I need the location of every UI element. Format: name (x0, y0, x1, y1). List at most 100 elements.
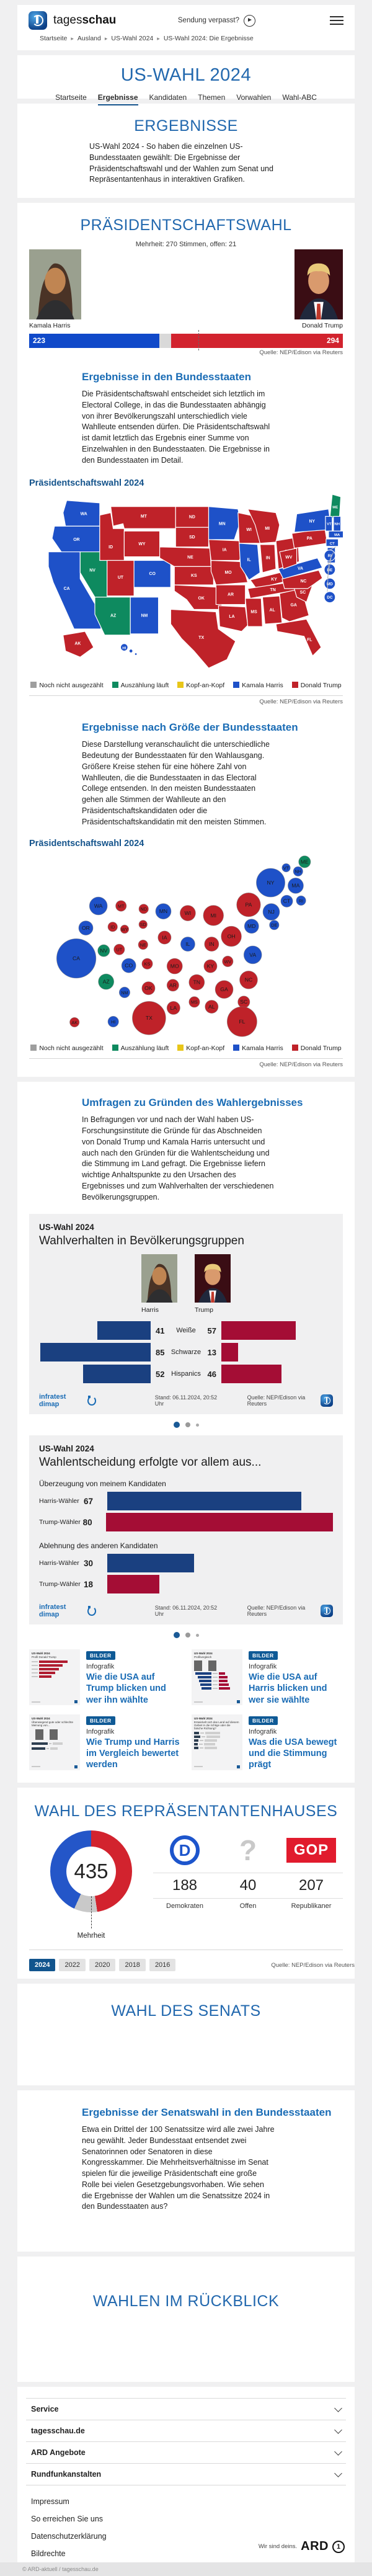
bubble-MD[interactable] (244, 919, 259, 934)
footer-accordion-service[interactable]: Service (26, 2398, 346, 2420)
state-IL[interactable] (239, 543, 261, 581)
bubble-NY[interactable] (256, 868, 285, 898)
bubble-SD[interactable] (138, 920, 148, 929)
bubble-IL[interactable] (180, 937, 195, 952)
state-dot[interactable] (128, 649, 133, 654)
footer-accordion-rundfunkanstalten[interactable]: Rundfunkanstalten (26, 2463, 346, 2485)
menu-icon[interactable] (330, 16, 343, 25)
tab-themen[interactable]: Themen (198, 93, 226, 102)
play-icon[interactable] (244, 14, 255, 27)
tab-ergebnisse[interactable]: Ergebnisse (97, 93, 138, 105)
bubble-AK[interactable] (69, 1017, 80, 1028)
bubble-MN[interactable] (155, 903, 172, 920)
year-2018[interactable]: 2018 (119, 1959, 146, 1971)
bubble-IA[interactable] (157, 930, 172, 945)
bubble-TX[interactable] (132, 1001, 166, 1035)
breadcrumb-item[interactable]: Ausland (77, 35, 101, 42)
state-WV[interactable] (279, 548, 298, 570)
teaser-card[interactable]: US-Wahl 2024 Überwiegend gute oder schlec… (29, 1714, 180, 1770)
bubble-VT[interactable] (281, 863, 291, 873)
bubble-OK[interactable] (141, 981, 156, 996)
bubble-ND[interactable] (138, 904, 149, 914)
state-NM[interactable] (130, 597, 159, 635)
bubble-DE[interactable] (269, 920, 280, 930)
bubble-KS[interactable] (141, 958, 153, 970)
tab-vorwahlen[interactable]: Vorwahlen (236, 93, 272, 102)
dot-active[interactable] (173, 1422, 180, 1428)
bubble-FL[interactable] (226, 1006, 257, 1037)
bubble-VA[interactable] (243, 945, 262, 965)
bubble-KY[interactable] (203, 959, 218, 973)
bubble-MI[interactable] (203, 905, 224, 926)
state-IN[interactable] (259, 544, 277, 574)
bubble-NV[interactable] (97, 944, 110, 957)
teaser-title[interactable]: Was die USA bewegt und die Stimmung präg… (249, 1737, 337, 1770)
bubble-PA[interactable] (236, 893, 261, 917)
bubble-OR[interactable] (78, 920, 94, 936)
breadcrumb-item[interactable]: US-Wahl 2024 (111, 35, 154, 42)
state-WY[interactable] (123, 530, 161, 558)
state-callout-RI[interactable] (324, 550, 336, 562)
state-callout-MD[interactable] (324, 577, 336, 590)
state-TX[interactable] (170, 609, 236, 669)
tagesschau-logo-icon[interactable] (29, 11, 47, 30)
teaser-card[interactable]: US-Wahl 2024 Profilvergleich BILDER Infogra… (192, 1649, 343, 1706)
year-2020[interactable]: 2020 (89, 1959, 116, 1971)
us-states-map[interactable]: WA OR CA NV ID MT WY UT CO AZ NM ND SD NE KS OK TX MN IA MO… (29, 492, 343, 675)
bubble-CA[interactable] (56, 938, 97, 979)
teaser-card[interactable]: US-Wahl 2024 Entwickelt sich das Land auf… (192, 1714, 343, 1770)
bubble-AZ[interactable] (98, 974, 115, 990)
state-callout-DC[interactable] (324, 591, 336, 604)
bubble-IN[interactable] (204, 937, 219, 952)
state-AK[interactable] (63, 631, 94, 658)
bubble-NH[interactable] (293, 866, 303, 877)
teaser-title[interactable]: Wie die USA auf Harris blicken und wer s… (249, 1672, 327, 1705)
bubble-MA[interactable] (288, 878, 304, 894)
footer-link[interactable]: Impressum (31, 2497, 69, 2506)
footer-accordion-tagesschaude[interactable]: tagesschau.de (26, 2420, 346, 2441)
teaser-title[interactable]: Wie die USA auf Trump blicken und wer ih… (86, 1672, 166, 1705)
bubble-UT[interactable] (113, 943, 125, 956)
bubble-ID[interactable] (107, 922, 118, 932)
dot[interactable] (185, 1422, 190, 1428)
carousel-dots[interactable] (17, 1624, 355, 1646)
bubble-AR[interactable] (166, 979, 179, 992)
brand-name[interactable]: tagesschau (53, 14, 117, 27)
bubble-AL[interactable] (205, 1000, 219, 1014)
tab-kandidaten[interactable]: Kandidaten (149, 93, 187, 102)
bubble-CO[interactable] (121, 958, 136, 973)
state-VA[interactable] (278, 558, 323, 580)
footer-accordion-ardangebote[interactable]: ARD Angebote (26, 2441, 346, 2463)
state-LA[interactable] (218, 605, 249, 632)
bubble-NM[interactable] (118, 987, 130, 999)
bubble-HI[interactable] (107, 1016, 119, 1028)
electoral-bar[interactable]: 223 294 (29, 334, 343, 348)
bubble-CT[interactable] (280, 895, 293, 908)
bubble-LA[interactable] (166, 1001, 180, 1015)
bubble-WA[interactable] (89, 896, 108, 916)
state-MO[interactable] (210, 560, 249, 586)
dot[interactable] (195, 1633, 199, 1637)
bubble-WI[interactable] (180, 905, 196, 922)
state-MA[interactable] (328, 530, 343, 538)
tab-wahl-abc[interactable]: Wahl-ABC (282, 93, 317, 102)
bubble-TN[interactable] (188, 974, 205, 991)
state-CO[interactable] (133, 560, 171, 588)
bubble-MS[interactable] (188, 996, 200, 1008)
teaser-card[interactable]: US-Wahl 2024 Profil Donald Trump BILDER Inf… (29, 1649, 180, 1706)
breadcrumb-item[interactable]: US-Wahl 2024: Die Ergebnisse (163, 35, 254, 42)
carousel-dots[interactable] (17, 1414, 355, 1435)
bubble-WY[interactable] (120, 925, 130, 934)
breadcrumb-item[interactable]: Startseite (40, 35, 68, 42)
sendung-verpasst-link[interactable]: Sendung verpasst? (178, 14, 255, 27)
bubble-RI[interactable] (296, 896, 306, 906)
year-2016[interactable]: 2016 (149, 1959, 176, 1971)
state-dot[interactable] (134, 653, 138, 656)
teaser-title[interactable]: Wie Trump und Harris im Vergleich bewert… (86, 1737, 180, 1770)
state-NC[interactable] (281, 569, 323, 589)
bubble-OH[interactable] (221, 926, 242, 947)
tab-startseite[interactable]: Startseite (55, 93, 87, 102)
bubble-MT[interactable] (115, 900, 127, 912)
state-FL[interactable] (275, 618, 322, 657)
bubble-GA[interactable] (215, 980, 234, 999)
